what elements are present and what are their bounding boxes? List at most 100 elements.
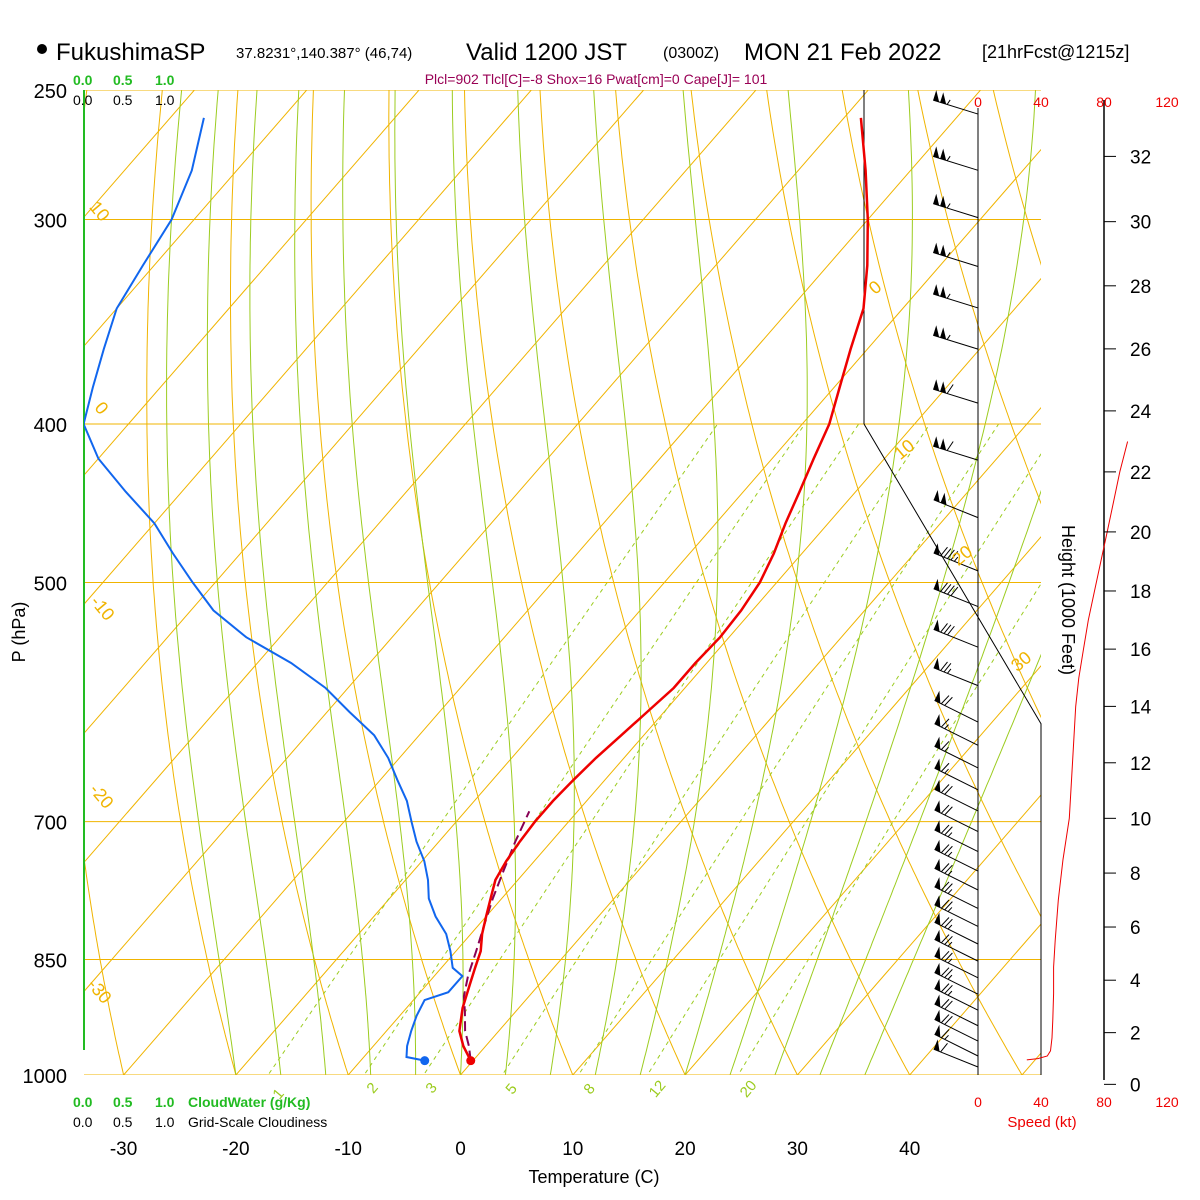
height-tick-label: 12 — [1130, 754, 1151, 775]
wind-barb-half — [947, 832, 953, 838]
cloud-scale-bottom-black-2: 1.0 — [155, 1114, 175, 1130]
dry-adiabat-line — [615, 90, 911, 1075]
height-tick-label: 20 — [1130, 523, 1151, 544]
wind-barb-pennant — [933, 489, 940, 503]
wind-barb-full — [950, 550, 959, 561]
isotherm-line — [235, 148, 1041, 1075]
wind-barb — [934, 1009, 979, 1042]
wind-barb-staff — [934, 904, 979, 927]
wind-barb — [934, 994, 979, 1027]
stability-indices: Plcl=902 Tlcl[C]=-8 Shox=16 Pwat[cm]=0 C… — [425, 71, 768, 87]
wind-barb — [934, 929, 979, 962]
cloud-scale-top-green-2: 1.0 — [155, 72, 175, 88]
wind-barb-staff — [934, 988, 979, 1011]
height-tick-label: 6 — [1130, 918, 1141, 939]
valid-time: Valid 1200 JST — [466, 39, 627, 66]
wind-barb-full — [947, 585, 955, 595]
wind-barb-pennant — [940, 92, 947, 105]
wind-barb — [934, 690, 979, 723]
wind-barb-pennant — [933, 436, 940, 449]
wind-barb-staff — [933, 99, 979, 115]
wind-barb-full — [940, 899, 950, 909]
plot-frame — [83, 90, 1105, 1080]
wind-barb-half — [946, 155, 951, 161]
moist-adiabat-line — [819, 489, 1041, 1075]
wind-barb — [934, 946, 979, 979]
wind-barb-staff — [933, 445, 979, 461]
mixing-ratio-line — [646, 453, 1041, 1075]
wind-speed-profile — [1026, 441, 1129, 1061]
wind-barb-full — [940, 1029, 950, 1039]
wind-barb-full — [944, 864, 953, 874]
isotherm-line — [909, 923, 1041, 1075]
wind-barb-half — [947, 889, 953, 894]
moist-adiabat-line — [206, 90, 282, 1075]
wind-barb — [933, 325, 979, 350]
pressure-tick-label: 1000 — [23, 1066, 68, 1088]
wind-barb-full — [940, 661, 948, 671]
height-tick-label: 0 — [1130, 1075, 1141, 1096]
speed-tick-label-bottom: 40 — [1033, 1094, 1049, 1110]
wind-barb-pennant — [934, 714, 941, 727]
wind-barb-half — [946, 293, 951, 299]
isotherm-line — [122, 90, 982, 1075]
cloud-scale-bottom-green-1: 0.5 — [113, 1094, 133, 1110]
wind-barb-pennant — [940, 148, 947, 161]
wind-barb — [933, 657, 979, 687]
wind-barb-pennant — [933, 325, 940, 338]
wind-barb-half — [944, 1034, 949, 1040]
wind-barb-pennant — [933, 619, 940, 632]
wind-barb — [933, 242, 979, 267]
cloud-scale-top-green-0: 0.0 — [73, 72, 93, 88]
mixing-ratio-label: 3 — [422, 1079, 440, 1096]
mixing-ratio-line — [577, 423, 1000, 1075]
wind-barb-full — [940, 582, 948, 592]
wind-barb-pennant — [940, 195, 947, 208]
wind-barb — [934, 839, 979, 872]
wind-barb-pennant — [933, 90, 940, 103]
cloud-scale-top-black-0: 0.0 — [73, 92, 93, 108]
height-tick-label: 26 — [1130, 340, 1151, 361]
mixing-ratio-line — [423, 423, 860, 1075]
wind-barb-full — [940, 967, 950, 977]
wind-barb-full — [940, 546, 948, 557]
pressure-tick-label: 700 — [34, 813, 67, 835]
parcel-line — [462, 810, 531, 1061]
wind-barb — [933, 379, 979, 404]
wind-barb-full — [944, 935, 953, 945]
wind-barb — [934, 758, 979, 791]
wind-barb-pennant — [934, 912, 941, 926]
height-tick-label: 2 — [1130, 1024, 1141, 1045]
mixing-ratio-label: 12 — [646, 1077, 670, 1101]
wind-barb-pennant — [933, 379, 940, 392]
isotherm-line — [796, 794, 1041, 1075]
temperature-tick-label: 20 — [675, 1139, 696, 1160]
wind-barb-half — [947, 668, 952, 674]
wind-barb-half — [947, 958, 953, 964]
wind-barb — [934, 895, 979, 927]
wind-barb-full — [943, 624, 952, 634]
wind-barb-pennant — [934, 895, 941, 908]
wind-barb-pennant — [933, 242, 940, 255]
dry-adiabat-line — [310, 90, 462, 1075]
dry-adiabat-line — [690, 90, 1023, 1075]
wind-barb-half — [944, 724, 949, 730]
wind-barb-full — [940, 804, 950, 814]
y-axis-title: P (hPa) — [9, 602, 29, 663]
wind-barb-half — [944, 768, 949, 774]
wind-speed-line — [1026, 441, 1129, 1061]
wind-barb-staff — [934, 723, 979, 746]
wind-barb-staff — [933, 293, 979, 309]
isotherm-line — [684, 665, 1041, 1075]
height-tick-label: 10 — [1130, 809, 1151, 830]
wind-barb — [934, 820, 979, 853]
wind-barb — [934, 800, 979, 833]
wind-barb-staff — [933, 1048, 979, 1068]
wind-barb-staff — [933, 667, 979, 687]
pressure-tick-label: 500 — [34, 574, 67, 596]
moist-adiabat-line — [774, 90, 1036, 1075]
wind-barb-pennant — [940, 327, 947, 340]
temperature-line — [458, 117, 870, 1062]
wind-barb-half — [947, 851, 953, 857]
wind-barb-staff — [934, 788, 979, 812]
